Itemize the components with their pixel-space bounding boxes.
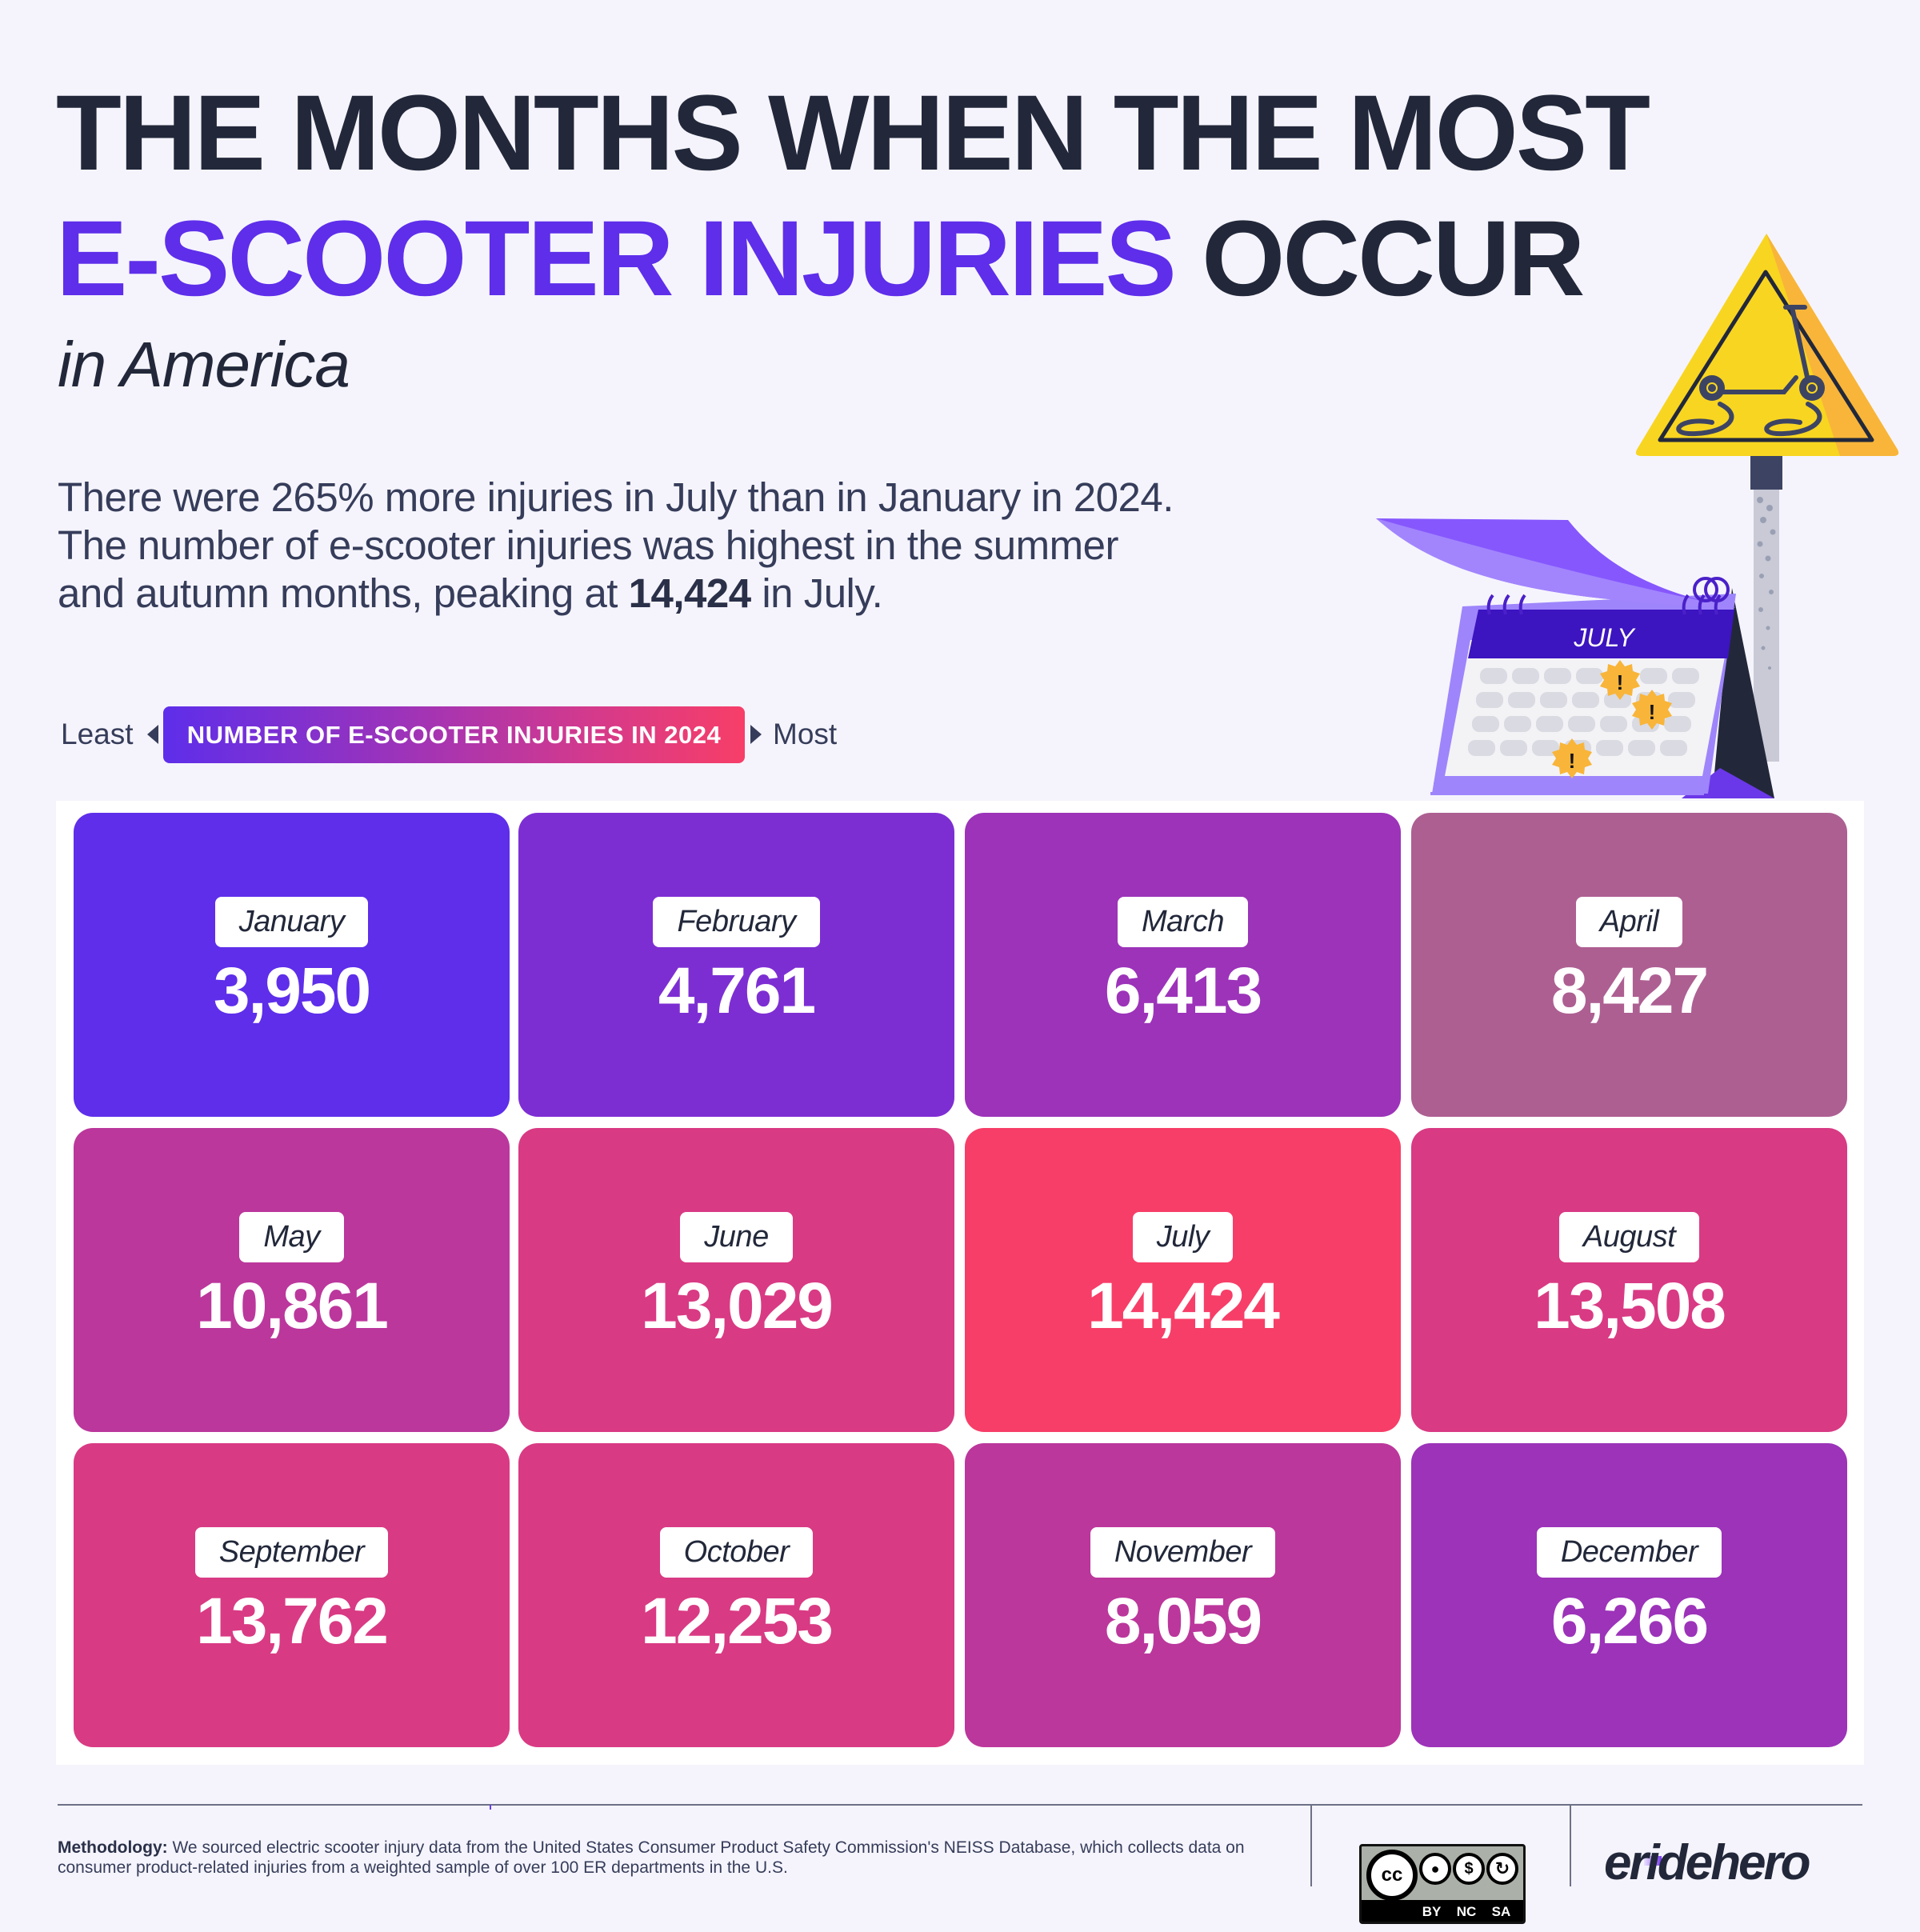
legend-least-label: Least [61,718,134,750]
methodology-label: Methodology: [58,1838,168,1857]
month-label: September [194,1527,389,1578]
by-person-icon: ● [1419,1853,1451,1885]
nc-no-dollar-icon: $ [1453,1853,1485,1885]
month-label: May [239,1212,344,1262]
month-label: August [1558,1212,1700,1262]
month-card-may: May 10,861 [74,1128,510,1432]
description-line-3-prefix: and autumn months, peaking at [58,570,618,616]
month-value: 13,508 [1534,1270,1726,1342]
title-rest: OCCUR [1202,199,1585,318]
brand-logo[interactable]: eridehero [1604,1835,1811,1890]
peak-value: 14,424 [628,570,752,616]
description-line-3: and autumn months, peaking at 14,424 in … [58,570,1338,618]
footer-tick [490,1805,491,1810]
month-label: June [680,1212,793,1262]
month-card-april: April 8,427 [1411,813,1847,1117]
methodology-note: Methodology: We sourced electric scooter… [58,1838,1290,1878]
title-accent: E-SCOOTER INJURIES [56,199,1177,318]
brand-accent-mark [1644,1856,1662,1866]
description-line-1: There were 265% more injuries in July th… [58,474,1174,520]
month-value: 10,861 [196,1270,389,1342]
month-value: 13,029 [641,1270,834,1342]
month-card-november: November 8,059 [965,1443,1401,1747]
sa-share-alike-icon: ↻ [1486,1853,1518,1885]
month-label: February [653,897,820,947]
month-value: 4,761 [658,954,816,1027]
month-value: 6,413 [1104,954,1262,1027]
month-card-september: September 13,762 [74,1443,510,1747]
cc-label-nc: NC [1456,1904,1477,1919]
month-label: January [214,897,369,947]
month-card-october: October 12,253 [518,1443,954,1747]
month-value: 8,427 [1550,954,1709,1027]
footer-separator [1310,1805,1312,1886]
cc-badge-bar [1362,1900,1523,1922]
legend-gradient-bar: NUMBER OF E-SCOOTER INJURIES IN 2024 [163,706,745,763]
illustration: JULY ! ! ! [1376,224,1920,800]
month-label: July [1132,1212,1234,1262]
month-value: 14,424 [1087,1270,1280,1342]
description-line-3-suffix: in July. [762,570,883,616]
cc-label-by: BY [1422,1904,1442,1919]
month-value: 3,950 [213,954,371,1027]
month-label: March [1117,897,1249,947]
svg-text:!: ! [1649,700,1656,724]
warning-sign-scooter-icon: JULY ! ! ! [1376,234,1899,798]
alert-badge-icon: ! ! ! [1552,660,1672,778]
legend-most-label: Most [773,718,838,750]
month-label: April [1575,897,1683,947]
month-value: 8,059 [1104,1585,1262,1658]
month-value: 6,266 [1550,1585,1709,1658]
description-line-2: The number of e-scooter injuries was hig… [58,522,1118,568]
footer-separator [1570,1805,1571,1886]
month-label: October [659,1527,814,1578]
month-value: 13,762 [196,1585,389,1658]
month-label: December [1536,1527,1722,1578]
subtitle: in America [58,329,350,400]
cc-labels: BY NC SA [1414,1904,1518,1920]
month-card-july: July 14,424 [965,1128,1401,1432]
arrow-right-icon [750,725,762,744]
cc-license-badge[interactable]: cc ● $ ↻ BY NC SA [1359,1844,1526,1924]
month-card-august: August 13,508 [1411,1128,1847,1432]
month-card-january: January 3,950 [74,813,510,1117]
title-line-2: E-SCOOTER INJURIES OCCUR [56,206,1585,313]
month-card-december: December 6,266 [1411,1443,1847,1747]
month-card-february: February 4,761 [518,813,954,1117]
cc-icon: cc [1366,1850,1418,1901]
month-card-june: June 13,029 [518,1128,954,1432]
title-line-1: THE MONTHS WHEN THE MOST [56,74,1650,193]
calendar-month: JULY [1573,623,1636,652]
month-value: 12,253 [641,1585,834,1658]
svg-text:!: ! [1617,670,1624,694]
description: There were 265% more injuries in July th… [58,474,1338,618]
footer-divider [58,1804,1862,1806]
svg-text:!: ! [1569,749,1576,773]
month-card-march: March 6,413 [965,813,1401,1117]
methodology-text: We sourced electric scooter injury data … [58,1838,1245,1877]
month-label: November [1090,1527,1276,1578]
arrow-left-icon [147,725,158,744]
cc-label-sa: SA [1491,1904,1511,1919]
